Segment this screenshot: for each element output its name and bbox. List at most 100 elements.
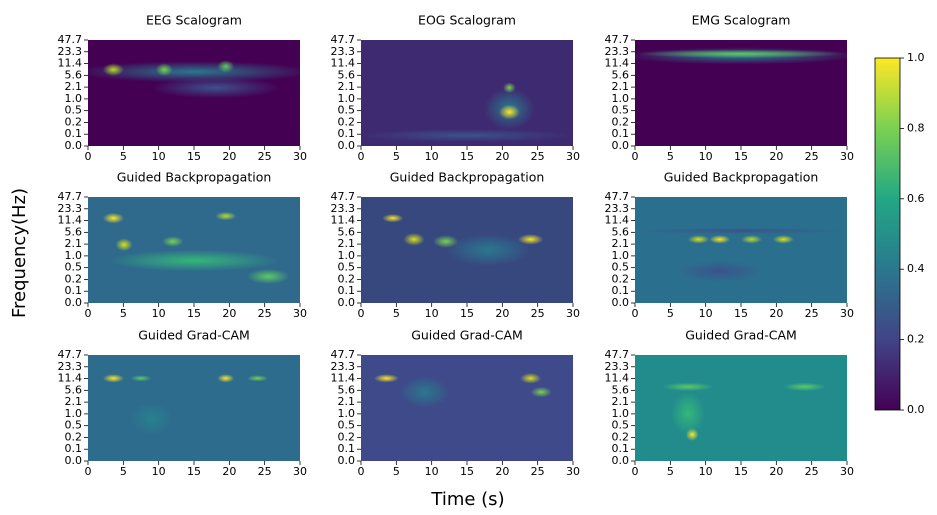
x-tick-label: 10 (152, 465, 166, 478)
heatmap-background (361, 355, 573, 461)
heat-blob (247, 269, 290, 284)
x-tick-label: 25 (531, 307, 545, 320)
heat-blob (88, 61, 300, 83)
x-tick-label: 0 (358, 307, 365, 320)
x-tick-label: 20 (769, 307, 783, 320)
y-tick-label: 0.5 (338, 419, 356, 432)
x-tick-label: 25 (805, 307, 819, 320)
y-tick-label: 5.6 (65, 225, 83, 238)
y-tick-label: 1.0 (65, 92, 83, 105)
y-tick-label: 0.2 (338, 272, 356, 285)
y-tick-label: 1.0 (65, 249, 83, 262)
x-tick-label: 0 (85, 307, 92, 320)
y-tick-label: 23.3 (58, 360, 83, 373)
y-tick-label: 0.0 (612, 139, 630, 152)
heat-blob (503, 82, 516, 93)
y-tick-label: 0.5 (338, 104, 356, 117)
x-tick-label: 0 (358, 465, 365, 478)
x-tick-label: 25 (258, 465, 272, 478)
x-tick-label: 15 (460, 150, 474, 163)
y-tick-label: 47.7 (331, 190, 356, 203)
heatmap-image (635, 227, 847, 282)
heat-blob (102, 212, 125, 224)
y-tick-label: 2.1 (612, 80, 630, 93)
heatmap-image (88, 60, 300, 99)
y-tick-label: 0.5 (65, 104, 83, 117)
y-tick-label: 0.1 (338, 442, 356, 455)
x-tick-label: 0 (632, 150, 639, 163)
heat-blob (155, 63, 173, 77)
x-tick-label: 10 (425, 150, 439, 163)
heat-blob (677, 260, 763, 282)
x-tick-label: 20 (495, 150, 509, 163)
x-tick-label: 20 (222, 150, 236, 163)
y-tick-label: 11.4 (58, 57, 83, 70)
heat-blob (635, 227, 847, 235)
y-tick-label: 23.3 (331, 45, 356, 58)
heat-blob (399, 376, 451, 408)
heat-blob (215, 211, 237, 221)
colorbar-tick-label: 0.4 (907, 262, 925, 275)
heatmap-background (361, 40, 573, 146)
y-tick-label: 0.1 (65, 442, 83, 455)
x-tick-label: 30 (293, 150, 307, 163)
panel-title: Guided Grad-CAM (138, 328, 250, 343)
x-tick-label: 25 (531, 465, 545, 478)
heat-blob (217, 374, 235, 383)
y-tick-label: 0.1 (612, 442, 630, 455)
heat-blob (671, 392, 705, 435)
x-tick-label: 15 (187, 307, 201, 320)
heat-blob (102, 63, 125, 77)
x-tick-label: 5 (667, 465, 674, 478)
x-tick-label: 0 (632, 465, 639, 478)
y-tick-label: 1.0 (612, 92, 630, 105)
x-tick-label: 10 (152, 307, 166, 320)
x-tick-label: 20 (495, 307, 509, 320)
x-tick-label: 30 (840, 150, 854, 163)
x-tick-label: 0 (358, 150, 365, 163)
x-tick-label: 15 (734, 465, 748, 478)
y-tick-label: 5.6 (612, 68, 630, 81)
heat-blob (772, 235, 795, 244)
y-tick-label: 11.4 (331, 214, 356, 227)
y-tick-label: 1.0 (338, 407, 356, 420)
y-tick-label: 11.4 (58, 372, 83, 385)
heat-blob (783, 382, 826, 392)
panel-title: Guided Grad-CAM (685, 328, 797, 343)
heat-blob (373, 374, 400, 383)
y-tick-label: 0.2 (65, 115, 83, 128)
y-tick-label: 1.0 (612, 407, 630, 420)
heatmap-image (635, 47, 847, 65)
y-tick-label: 0.2 (65, 430, 83, 443)
heatmap-image (382, 213, 544, 266)
y-tick-label: 2.1 (612, 395, 630, 408)
x-tick-label: 25 (805, 150, 819, 163)
y-tick-label: 47.7 (331, 348, 356, 361)
panel-title: Guided Backpropagation (117, 170, 272, 185)
y-tick-label: 2.1 (338, 395, 356, 408)
heat-blob (688, 235, 710, 244)
heat-blob (217, 60, 235, 73)
y-tick-label: 5.6 (338, 383, 356, 396)
x-tick-label: 10 (699, 307, 713, 320)
y-tick-label: 11.4 (331, 372, 356, 385)
heatmap-background (635, 355, 847, 461)
panel: EOG Scalogram 0 5 10 15 20 25 30 0.00.10.20.51.0… (331, 13, 581, 164)
x-tick-label: 10 (699, 465, 713, 478)
heatmap-image (102, 374, 269, 435)
y-tick-label: 0.0 (338, 296, 356, 309)
y-tick-label: 23.3 (331, 202, 356, 215)
x-tick-label: 5 (393, 465, 400, 478)
panel: EEG Scalogram 0 5 10 15 20 25 30 0.00.10.20.51.0… (58, 13, 308, 164)
y-tick-label: 5.6 (338, 68, 356, 81)
panel-title: Guided Grad-CAM (411, 328, 523, 343)
x-tick-label: 20 (222, 307, 236, 320)
y-tick-label: 1.0 (65, 407, 83, 420)
y-tick-label: 23.3 (605, 360, 630, 373)
panel: Guided Backpropagation 0 5 10 15 20 25 30 0.00.1… (605, 170, 855, 321)
x-tick-label: 30 (293, 465, 307, 478)
y-tick-label: 1.0 (338, 92, 356, 105)
y-axis-label: Frequency(Hz) (9, 188, 30, 318)
y-tick-label: 23.3 (605, 202, 630, 215)
